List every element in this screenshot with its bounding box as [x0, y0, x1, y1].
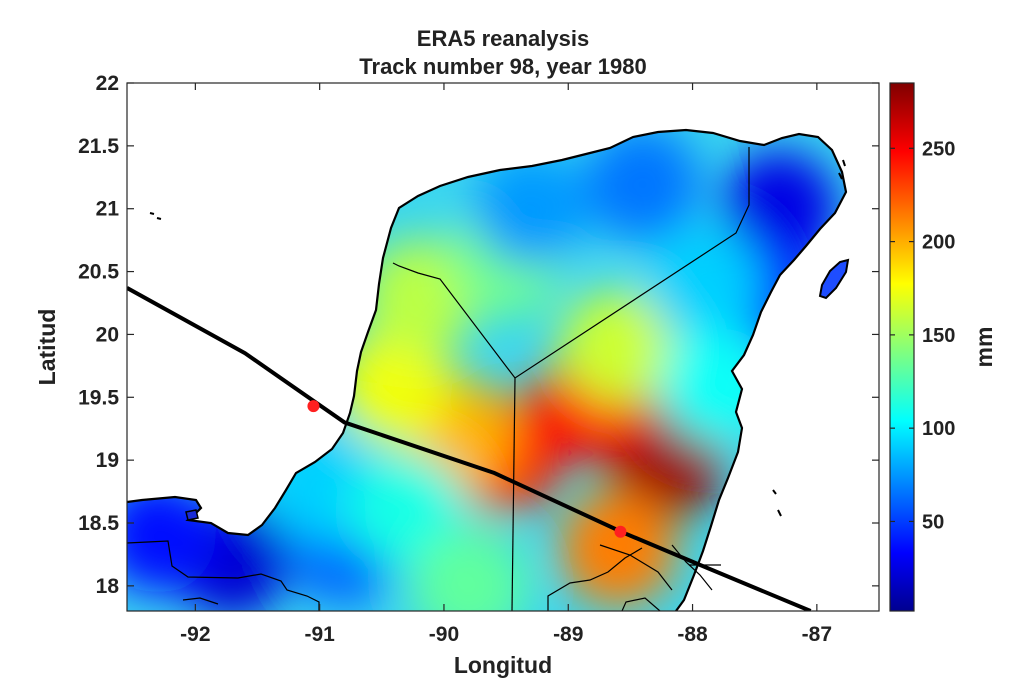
colorbar: 50 100 150 200 250 mm [889, 82, 997, 612]
chart-subtitle: Track number 98, year 1980 [359, 54, 646, 79]
y-tick-label: 21.5 [78, 135, 119, 158]
islets-east [772, 159, 846, 517]
coastline [127, 128, 848, 611]
colorbar-tick-label: 100 [922, 418, 955, 440]
rain-cell-7 [559, 289, 676, 405]
x-tick-label: -92 [180, 623, 210, 646]
rain-cell-15 [127, 477, 217, 594]
rainfall-field [127, 130, 846, 611]
y-tick-label: 18.5 [78, 512, 119, 535]
colorbar-tick-label: 50 [922, 511, 944, 533]
rain-cell-19 [410, 527, 527, 611]
colorbar-gradient [889, 82, 915, 612]
track-line [127, 286, 812, 611]
x-axis-label: Longitud [454, 652, 552, 678]
y-tick-label: 21 [96, 198, 120, 221]
rain-cell-5 [336, 326, 453, 443]
colorbar-tick-label: 150 [922, 325, 955, 347]
colorbar-tick-label: 200 [922, 232, 955, 254]
map-plot-area [126, 82, 880, 612]
y-axis-ticks: 18 18.5 19 19.5 20 20.5 21 21.5 22 [78, 72, 879, 598]
rain-cell-6 [361, 238, 478, 355]
x-tick-label: -89 [553, 623, 583, 646]
rain-cell-11 [721, 150, 838, 267]
y-tick-label: 22 [96, 72, 119, 95]
cozumel-island [818, 258, 850, 300]
colorbar-label: mm [971, 327, 997, 368]
x-tick-label: -87 [802, 623, 832, 646]
islets [149, 212, 162, 220]
y-tick-label: 19 [96, 449, 119, 472]
rain-cell-10 [584, 130, 701, 242]
axes-frame [126, 82, 880, 612]
storm-track [127, 286, 812, 611]
rainfall-blobs [127, 130, 838, 611]
rain-cell-9 [472, 150, 589, 267]
y-tick-label: 20 [96, 323, 119, 346]
rain-cell-3 [559, 490, 676, 607]
chart-title: ERA5 reanalysis [417, 26, 589, 51]
y-tick-label: 20.5 [78, 261, 119, 284]
x-tick-label: -90 [429, 623, 459, 646]
colorbar-ticks: 50 100 150 200 250 [890, 138, 955, 533]
track-marker-1 [614, 525, 627, 538]
rain-cell-13 [646, 226, 763, 343]
colorbar-tick-label: 250 [922, 138, 955, 160]
y-tick-label: 18 [96, 575, 120, 598]
y-axis-label: Latitud [34, 309, 60, 386]
x-tick-label: -88 [677, 623, 708, 646]
x-axis-ticks: -92 -91 -90 -89 -88 -87 [180, 83, 832, 646]
y-tick-label: 19.5 [78, 386, 119, 409]
laguna-island [185, 509, 199, 521]
state-borders [127, 147, 750, 611]
track-marker-0 [307, 400, 320, 413]
x-tick-label: -91 [304, 623, 335, 646]
